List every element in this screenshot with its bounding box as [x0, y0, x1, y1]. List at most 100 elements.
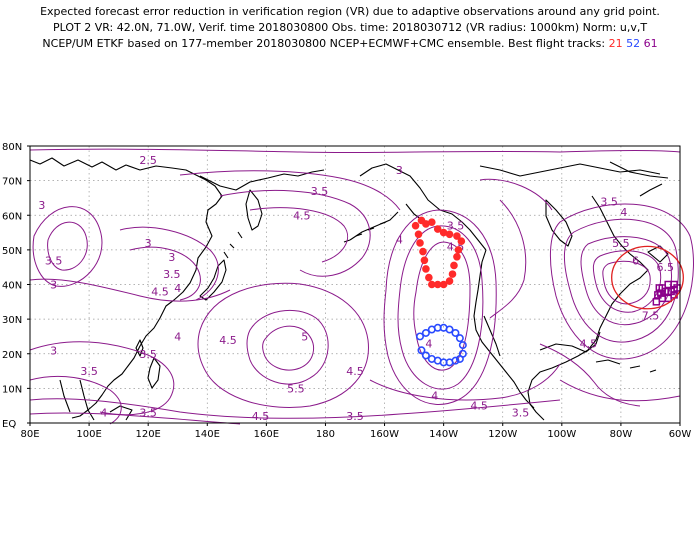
contour-label: 3.5 — [45, 254, 63, 267]
coast-gulf — [539, 331, 601, 353]
contour-label: 4.5 — [293, 209, 311, 222]
contour-line — [479, 178, 553, 211]
figure-title-line3: NCEP/UM ETKF based on 177-member 2018030… — [0, 37, 700, 50]
track-21-point — [414, 230, 423, 239]
contour-label: 7.5 — [642, 310, 660, 323]
lat-tick-label: 30N — [2, 315, 22, 326]
lat-tick-label: 20N — [2, 350, 22, 361]
contour-label: 4.5 — [151, 285, 169, 298]
contour-label: 5.5 — [287, 382, 305, 395]
contour-line — [47, 221, 88, 271]
track-52-point — [455, 334, 464, 343]
lon-tick-label: 160E — [254, 429, 279, 440]
lat-tick-label: 70N — [2, 177, 22, 188]
track-21-point — [454, 246, 463, 254]
coast-caribbean — [595, 359, 657, 373]
graticule — [30, 146, 680, 423]
lon-tick-label: 100E — [76, 429, 101, 440]
contour-line — [413, 241, 471, 371]
track-21-point — [453, 232, 461, 240]
flight-tracks — [411, 216, 684, 367]
contour-line — [563, 218, 679, 343]
coast-greenland — [609, 161, 669, 197]
contour-label: 4 — [100, 407, 107, 420]
contour-line — [32, 206, 103, 287]
contour-line — [29, 375, 122, 425]
track-52-point — [451, 328, 460, 337]
track-21-point — [419, 247, 427, 256]
contour-line — [29, 148, 681, 154]
lat-tick-label: 50N — [2, 246, 22, 257]
track-21-point — [411, 221, 420, 230]
track-21-point — [448, 270, 457, 278]
contour-line — [369, 363, 561, 401]
contour-lines — [29, 148, 694, 425]
contour-line — [29, 398, 561, 419]
contour-line — [383, 209, 497, 405]
contour-label: 3.5 — [311, 185, 329, 198]
coast-seasia — [59, 379, 95, 421]
coastlines — [29, 157, 669, 421]
contour-label: 3.5 — [600, 195, 618, 208]
contour-line — [602, 260, 651, 305]
lon-tick-label: 140E — [195, 429, 220, 440]
track-21-point — [450, 261, 458, 270]
contour-label: 3.5 — [346, 410, 364, 423]
contour-label: 4 — [396, 233, 403, 246]
lat-tick-label: 80N — [2, 142, 22, 153]
track-52-point — [458, 341, 467, 350]
track-21-point — [417, 216, 426, 225]
contour-label: 5 — [301, 330, 308, 343]
contour-line — [262, 325, 315, 371]
contour-label: 3 — [145, 237, 152, 250]
track-52-point — [415, 332, 424, 341]
contour-label: 6.5 — [656, 261, 674, 274]
contour-line — [129, 246, 201, 301]
contour-line — [119, 226, 219, 301]
lon-tick-label: 60W — [669, 429, 692, 440]
track-21-point — [457, 237, 466, 246]
lon-tick-label: 160W — [370, 429, 399, 440]
track-52-point — [455, 354, 464, 363]
track-21-point — [439, 280, 448, 289]
contour-label: 3 — [168, 251, 175, 264]
contour-label: 4 — [620, 206, 627, 219]
contour-line — [246, 309, 329, 385]
track-label-61: 61 — [643, 37, 658, 50]
lat-tick-label: 60N — [2, 211, 22, 222]
coast-philippines — [147, 357, 161, 389]
verification-region-circle — [611, 245, 684, 310]
lon-tick-label: 80E — [20, 429, 39, 440]
contour-label: 4 — [431, 389, 438, 402]
contour-label: 3.5 — [163, 268, 181, 281]
title-line3-text: NCEP/UM ETKF based on 177-member 2018030… — [42, 37, 606, 50]
contour-label: 4 — [174, 282, 181, 295]
contour-line — [29, 412, 241, 425]
lat-tick-label: EQ — [2, 419, 16, 430]
track-21-point — [439, 228, 448, 237]
coast-taiwan — [135, 339, 144, 357]
track-61-point — [652, 298, 661, 306]
contour-line — [539, 343, 641, 407]
coast-asia — [29, 157, 223, 419]
track-21-point — [433, 225, 442, 233]
track-21-point — [425, 273, 433, 282]
contour-line — [559, 379, 681, 402]
contour-label: 4.5 — [580, 337, 598, 350]
contour-label: 6 — [632, 254, 639, 267]
lon-tick-label: 180 — [316, 429, 335, 440]
track-52-point — [421, 328, 430, 337]
contour-label: 4.5 — [346, 365, 364, 378]
contour-line — [592, 250, 662, 313]
lon-tick-label: 80W — [610, 429, 633, 440]
contour-label: 3.5 — [447, 220, 465, 233]
contour-label: 2.5 — [139, 154, 157, 167]
track-52-point — [421, 351, 430, 360]
track-52-point — [445, 325, 454, 334]
contour-label: 4.5 — [252, 410, 270, 423]
contour-label: 3.5 — [139, 348, 157, 361]
coast-baja — [483, 315, 501, 357]
track-21-point — [453, 252, 461, 261]
